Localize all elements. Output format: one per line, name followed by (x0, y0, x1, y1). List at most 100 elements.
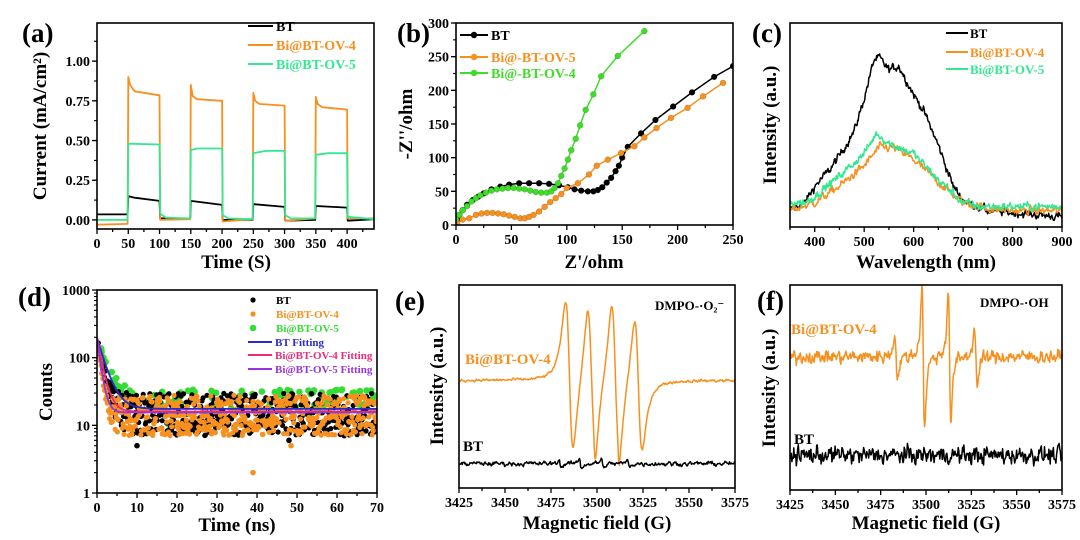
data-point (530, 211, 537, 219)
data-point (563, 184, 571, 192)
data-point (187, 423, 193, 429)
data-point (212, 430, 218, 436)
x-tick-label: 400 (804, 235, 825, 250)
data-point (352, 429, 358, 435)
y-tick-label: 10 (76, 419, 90, 434)
data-point (204, 392, 210, 398)
data-point (594, 186, 602, 194)
panel-label: (c) (752, 18, 782, 48)
data-point (127, 423, 133, 429)
series-line (97, 142, 374, 221)
data-point (243, 419, 249, 425)
series-label: BT (794, 432, 814, 448)
data-point (175, 426, 181, 432)
data-point (511, 213, 518, 221)
data-point (252, 391, 258, 397)
data-point (180, 391, 187, 397)
data-point (150, 432, 156, 438)
data-point (593, 162, 600, 169)
data-point (328, 426, 334, 432)
axis-frame (96, 22, 375, 230)
panel-f (789, 284, 1063, 495)
data-point (546, 198, 554, 206)
data-point (254, 417, 260, 423)
data-point (200, 395, 206, 401)
data-point (459, 216, 466, 223)
data-point (187, 431, 193, 437)
data-point (472, 194, 480, 202)
y-tick-label: 150 (428, 118, 449, 133)
data-point (341, 396, 347, 402)
legend-marker (250, 311, 256, 317)
data-point (314, 400, 320, 406)
data-point (229, 399, 235, 405)
data-point (108, 368, 116, 376)
x-tick-label: 150 (612, 233, 633, 248)
x-tick-label: 70 (370, 501, 384, 516)
data-point (237, 394, 243, 400)
series-label: BT (463, 439, 483, 455)
data-point (238, 422, 244, 429)
data-point (256, 424, 262, 430)
data-point (133, 392, 139, 398)
x-tick-label: 60 (330, 501, 344, 516)
data-point (489, 209, 496, 217)
data-point (315, 396, 321, 403)
x-tick-label: 3575 (1048, 498, 1076, 513)
x-tick-label: 200 (667, 233, 688, 248)
data-point (134, 442, 140, 449)
data-point (146, 418, 152, 424)
data-point (250, 398, 256, 405)
data-point (183, 417, 189, 423)
data-point (482, 189, 490, 196)
data-point (268, 400, 274, 406)
axis-frame (458, 284, 736, 489)
x-tick-label: 3450 (491, 496, 519, 511)
data-point (590, 91, 597, 98)
data-point (488, 187, 495, 194)
data-point (631, 142, 638, 150)
y-axis-title: -Z''/ohm (396, 88, 417, 159)
data-point (184, 387, 192, 395)
legend-marker (250, 297, 256, 303)
data-point (245, 427, 251, 433)
data-point (159, 418, 165, 424)
data-point (109, 410, 115, 416)
x-tick-label: 800 (1002, 235, 1023, 250)
x-tick-label: 700 (953, 235, 974, 250)
x-tick-label: 3425 (776, 498, 804, 513)
fit-line (97, 337, 377, 413)
data-point (369, 390, 375, 397)
data-point (136, 401, 142, 407)
data-point (359, 431, 365, 437)
data-point (310, 420, 316, 426)
data-point (652, 116, 659, 124)
data-point (572, 135, 579, 143)
plot-area (790, 53, 1062, 222)
data-point (234, 421, 240, 428)
data-point (159, 425, 165, 431)
data-point (483, 209, 491, 217)
data-point (637, 130, 645, 137)
data-point (219, 402, 225, 408)
y-tick-label: 1 (83, 487, 90, 502)
data-point (515, 185, 523, 192)
data-point (510, 184, 517, 192)
data-point (284, 431, 290, 437)
data-point (115, 417, 121, 423)
data-point (535, 208, 543, 215)
data-point (504, 184, 512, 192)
data-point (181, 412, 187, 418)
data-point (179, 403, 185, 410)
data-point (276, 386, 284, 394)
data-point (339, 414, 345, 420)
x-tick-label: 3525 (629, 496, 657, 511)
data-point (224, 427, 230, 433)
legend-label: Bi@BT-OV-4 Fitting (275, 350, 373, 362)
data-point (287, 400, 293, 407)
legend-label: BT (276, 20, 295, 35)
x-tick-label: 50 (290, 501, 304, 516)
data-point (318, 432, 324, 438)
data-point (369, 432, 375, 438)
y-tick-label: 1000 (62, 284, 90, 299)
